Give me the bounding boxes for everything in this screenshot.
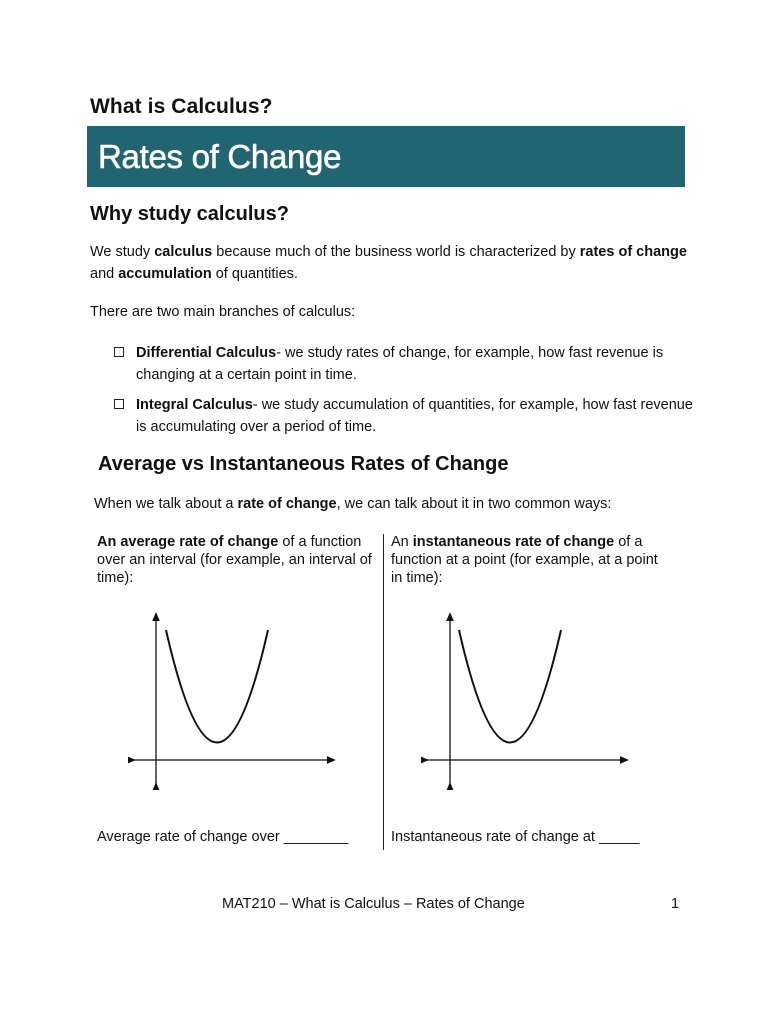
bold-term: accumulation — [118, 266, 212, 282]
text-segment: , we can talk about it in two common way… — [336, 496, 612, 512]
title-banner: Rates of Change — [87, 126, 685, 187]
instantaneous-rate-caption: Instantaneous rate of change at _____ — [391, 829, 640, 845]
average-rate-description: An average rate of change of a function … — [97, 533, 372, 587]
branch-desc: - we study accumulation of quantities, f… — [136, 397, 693, 435]
text-segment: of a function at a point (for example, a… — [391, 534, 658, 586]
bold-term: calculus — [154, 244, 213, 260]
intro-paragraph: We study calculus because much of the bu… — [90, 241, 690, 285]
page-kicker: What is Calculus? — [90, 95, 273, 118]
text-segment: and — [90, 266, 119, 282]
parabola-graph-icon — [128, 612, 336, 790]
bold-term: An average rate of change — [97, 534, 279, 550]
bold-term: instantaneous rate of change — [412, 534, 615, 550]
instantaneous-rate-description: An instantaneous rate of change of a fun… — [391, 533, 666, 587]
text-segment: When we talk about a — [94, 496, 238, 512]
branch-desc: - we study rates of change, for example,… — [136, 345, 664, 383]
checkbox-icon — [114, 347, 124, 357]
average-rate-caption: Average rate of change over ________ — [97, 829, 349, 845]
branch-term: Integral Calculus — [136, 397, 253, 413]
branches-intro: There are two main branches of calculus: — [90, 304, 356, 320]
parabola-graph-icon — [421, 612, 629, 790]
text-segment: of quantities. — [211, 266, 298, 282]
rate-intro-paragraph: When we talk about a rate of change, we … — [94, 493, 694, 515]
branch-term: Differential Calculus — [136, 345, 277, 361]
bold-term: rates of change — [579, 244, 687, 260]
branch-text: Differential Calculus- we study rates of… — [136, 342, 694, 386]
section-heading-avg-vs-inst: Average vs Instantaneous Rates of Change — [98, 453, 509, 475]
checkbox-icon — [114, 399, 124, 409]
bold-term: rate of change — [237, 496, 337, 512]
branch-text: Integral Calculus- we study accumulation… — [136, 394, 694, 438]
footer-text: MAT210 – What is Calculus – Rates of Cha… — [222, 896, 525, 912]
text-segment: of a function over an interval (for exam… — [97, 534, 372, 586]
page-number: 1 — [671, 896, 680, 912]
page-title: Rates of Change — [98, 138, 342, 176]
section-heading-why: Why study calculus? — [90, 203, 289, 225]
text-segment: We study — [90, 244, 155, 260]
text-segment: An — [391, 534, 413, 550]
column-divider — [383, 534, 384, 850]
branch-item-integral: Integral Calculus- we study accumulation… — [114, 394, 694, 438]
text-segment: because much of the business world is ch… — [212, 244, 580, 260]
branch-item-differential: Differential Calculus- we study rates of… — [114, 342, 694, 386]
